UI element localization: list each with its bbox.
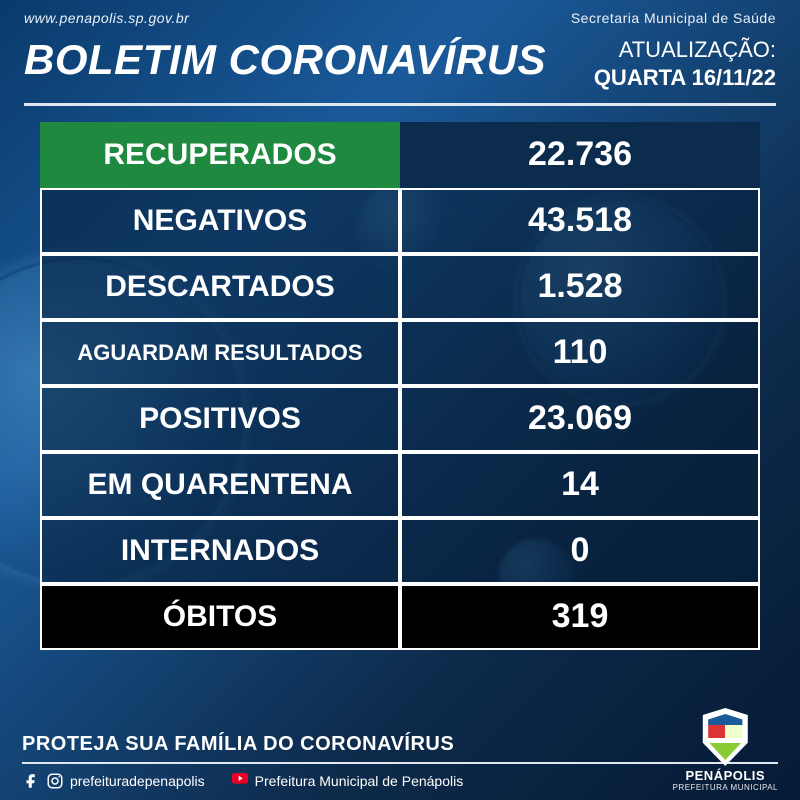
stat-label: DESCARTADOS [40, 254, 400, 320]
topbar: www.penapolis.sp.gov.br Secretaria Munic… [0, 0, 800, 32]
stat-value: 43.518 [400, 188, 760, 254]
logo-line2: PREFEITURA MUNICIPAL [673, 783, 778, 792]
instagram-icon [46, 772, 64, 790]
table-row: POSITIVOS23.069 [40, 386, 760, 452]
stat-label: POSITIVOS [40, 386, 400, 452]
header: BOLETIM CORONAVÍRUS ATUALIZAÇÃO: QUARTA … [0, 32, 800, 103]
page-title: BOLETIM CORONAVÍRUS [24, 36, 546, 84]
logo-line1: PENÁPOLIS [685, 768, 765, 783]
update-label: ATUALIZAÇÃO: [594, 36, 776, 64]
stat-value: 110 [400, 320, 760, 386]
stat-value: 1.528 [400, 254, 760, 320]
table-row: EM QUARENTENA14 [40, 452, 760, 518]
update-date: QUARTA 16/11/22 [594, 64, 776, 92]
fb-ig-handle: prefeituradepenapolis [70, 773, 205, 789]
youtube-label: Prefeitura Municipal de Penápolis [255, 773, 464, 789]
social-row: prefeituradepenapolis Prefeitura Municip… [22, 772, 778, 790]
stat-value: 22.736 [400, 122, 760, 188]
department-name: Secretaria Municipal de Saúde [571, 10, 776, 26]
table-row: RECUPERADOS22.736 [40, 122, 760, 188]
stat-label: INTERNADOS [40, 518, 400, 584]
bulletin-card: www.penapolis.sp.gov.br Secretaria Munic… [0, 0, 800, 800]
stat-value: 0 [400, 518, 760, 584]
facebook-icon [22, 772, 40, 790]
footer-divider [22, 762, 778, 764]
fb-ig-group: prefeituradepenapolis [22, 772, 205, 790]
table-row: AGUARDAM RESULTADOS110 [40, 320, 760, 386]
website-url: www.penapolis.sp.gov.br [24, 10, 189, 26]
table-row: NEGATIVOS43.518 [40, 188, 760, 254]
stat-value: 14 [400, 452, 760, 518]
protect-message: PROTEJA SUA FAMÍLIA DO CORONAVÍRUS [22, 733, 778, 756]
table-row: ÓBITOS319 [40, 584, 760, 650]
city-logo: PENÁPOLIS PREFEITURA MUNICIPAL [673, 708, 778, 792]
table-row: DESCARTADOS1.528 [40, 254, 760, 320]
stat-value: 23.069 [400, 386, 760, 452]
stat-value: 319 [400, 584, 760, 650]
table-row: INTERNADOS0 [40, 518, 760, 584]
crest-icon [700, 708, 750, 766]
stat-label: ÓBITOS [40, 584, 400, 650]
update-block: ATUALIZAÇÃO: QUARTA 16/11/22 [594, 36, 776, 91]
stat-label: EM QUARENTENA [40, 452, 400, 518]
stat-label: NEGATIVOS [40, 188, 400, 254]
stat-label: AGUARDAM RESULTADOS [40, 320, 400, 386]
stats-table: RECUPERADOS22.736NEGATIVOS43.518DESCARTA… [40, 122, 760, 650]
footer: PROTEJA SUA FAMÍLIA DO CORONAVÍRUS prefe… [0, 723, 800, 800]
youtube-icon [231, 772, 249, 790]
stat-label: RECUPERADOS [40, 122, 400, 188]
youtube-group: Prefeitura Municipal de Penápolis [231, 772, 464, 790]
divider [24, 103, 776, 106]
